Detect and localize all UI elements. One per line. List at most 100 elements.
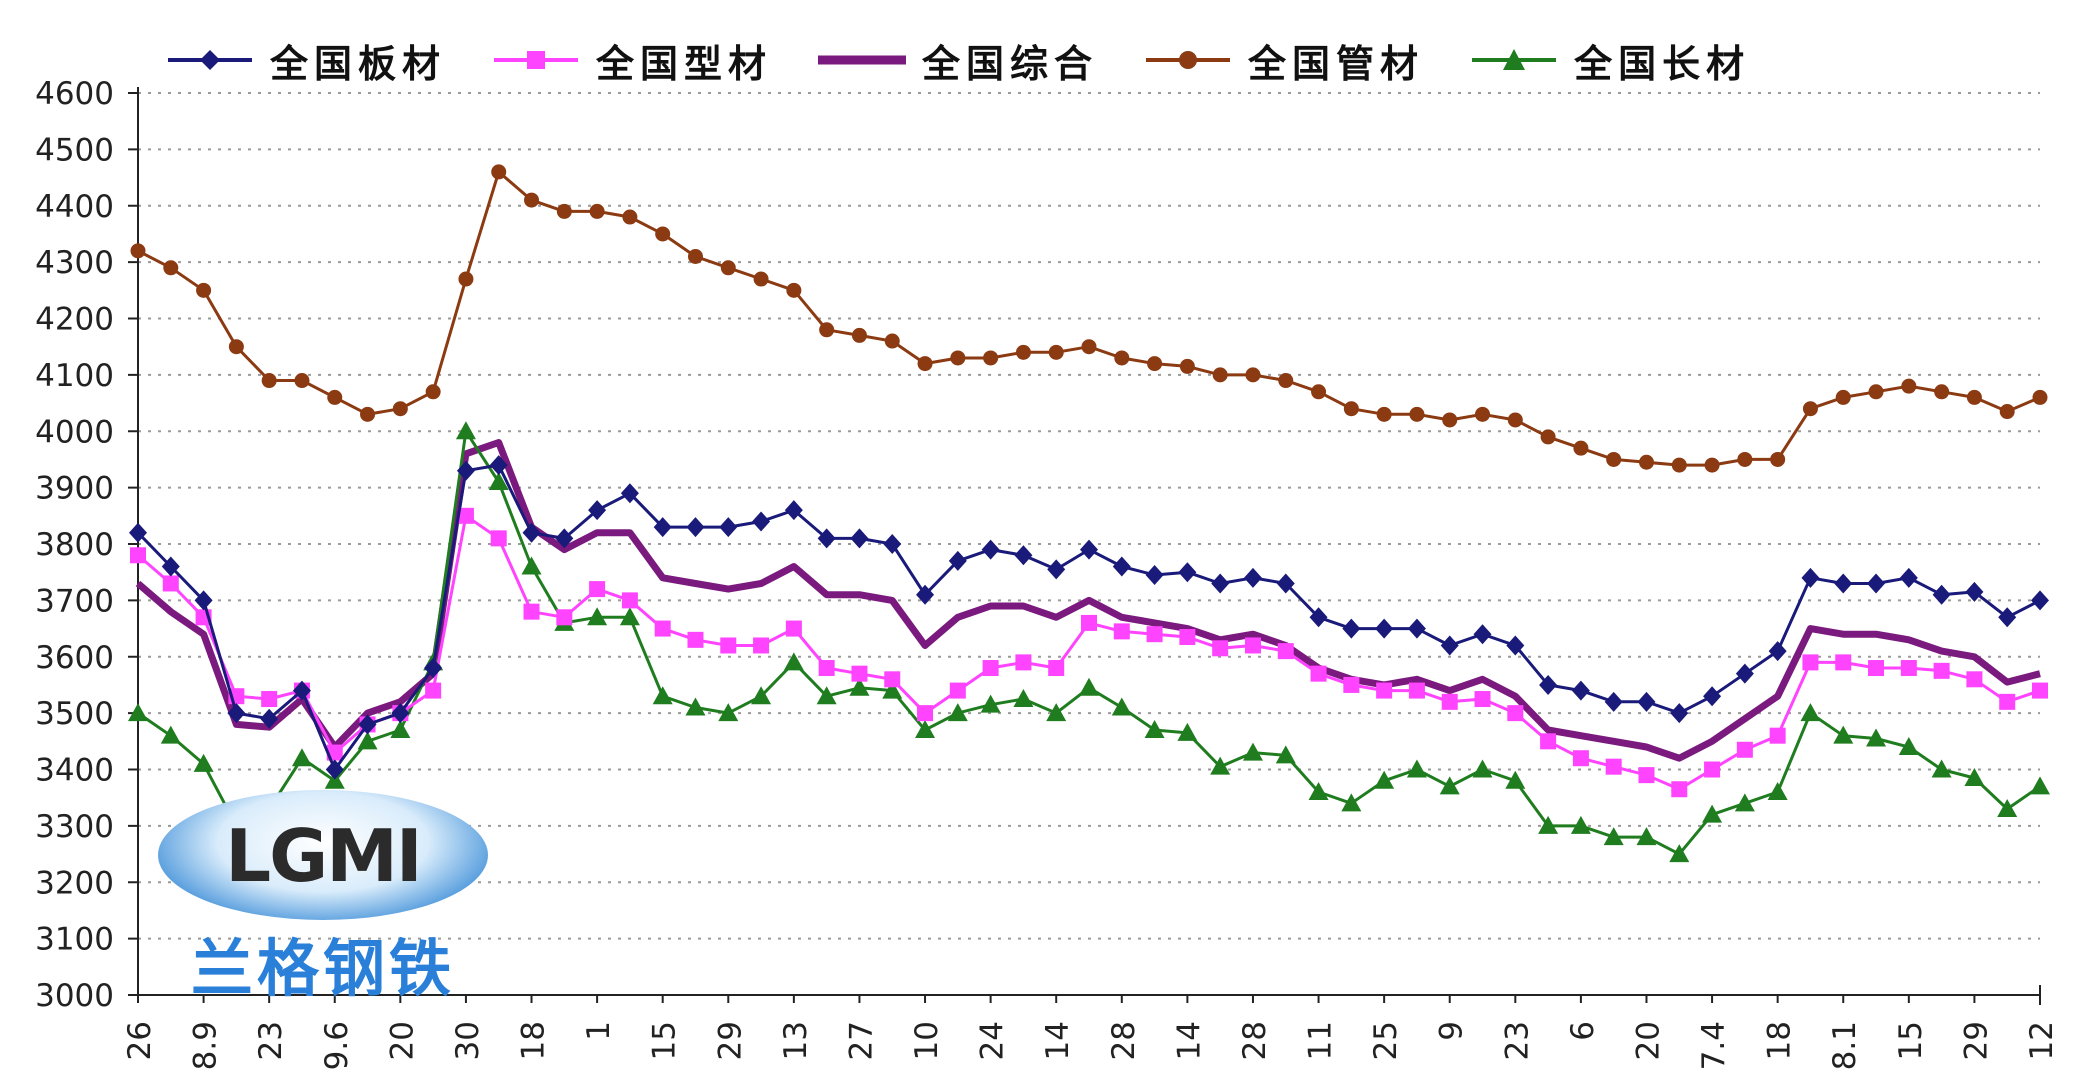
data-point (621, 592, 638, 609)
data-point (751, 686, 772, 705)
data-point (458, 271, 474, 287)
data-point (1179, 358, 1195, 374)
lgmi-logo: LGMI 兰格钢铁 (158, 790, 488, 1005)
data-point (915, 720, 936, 739)
data-point (491, 164, 507, 180)
logo-text: LGMI (225, 814, 422, 898)
legend-marker-diamond-icon (168, 50, 252, 70)
data-point (1474, 691, 1491, 708)
data-point (1571, 680, 1590, 701)
data-point (1048, 344, 1064, 360)
data-point (619, 607, 640, 626)
data-point (1113, 623, 1130, 640)
legend-item-section: 全国型材 (486, 33, 772, 88)
data-point (425, 682, 442, 699)
data-point (1046, 703, 1067, 722)
data-point (1310, 665, 1327, 682)
data-point (1475, 406, 1491, 422)
data-point (1734, 793, 1755, 812)
data-point (1767, 782, 1788, 801)
data-point (455, 421, 476, 440)
data-point (261, 691, 278, 708)
data-point (1145, 565, 1164, 586)
legend-label: 全国型材 (596, 41, 773, 86)
x-tick-label: 29 (712, 1021, 748, 1060)
data-point (1147, 356, 1163, 372)
data-point (1801, 567, 1820, 588)
data-point (1179, 629, 1196, 646)
data-point (1606, 451, 1622, 467)
data-point (785, 620, 802, 637)
data-point (424, 658, 443, 679)
data-point (818, 660, 835, 677)
data-point (655, 226, 671, 242)
data-point (1835, 389, 1851, 405)
data-point (1573, 440, 1589, 456)
data-point (589, 203, 605, 219)
data-point (1376, 682, 1393, 699)
data-point (1604, 691, 1623, 712)
data-point (1997, 798, 2018, 817)
data-point (294, 373, 310, 389)
data-point (1440, 635, 1459, 656)
data-point (981, 539, 1000, 560)
data-point (1669, 844, 1690, 863)
data-point (1800, 703, 1821, 722)
data-point (947, 703, 968, 722)
y-tick-label: 3500 (35, 696, 114, 732)
y-tick-label: 4500 (35, 132, 114, 168)
data-point (1638, 767, 1655, 784)
data-point (1934, 384, 1950, 400)
x-tick-label: 18 (516, 1021, 552, 1060)
data-point (1112, 556, 1131, 577)
data-point (1540, 429, 1556, 445)
data-point (2030, 776, 2050, 795)
data-point (949, 682, 966, 699)
data-point (1735, 663, 1754, 684)
data-point (1211, 573, 1230, 594)
data-point (1048, 660, 1065, 677)
data-point (884, 671, 901, 688)
data-point (490, 530, 507, 547)
data-point (1409, 406, 1425, 422)
data-point (1570, 815, 1591, 834)
data-point (1507, 705, 1524, 722)
data-point (719, 517, 738, 538)
data-point (227, 703, 246, 724)
data-point (1899, 567, 1918, 588)
x-tick-label: 23 (253, 1021, 289, 1060)
data-point (1342, 618, 1361, 639)
data-point (1442, 412, 1458, 428)
data-point (488, 471, 509, 490)
legend-marker-circle-icon (1146, 51, 1231, 69)
y-tick-label: 3700 (35, 583, 114, 619)
data-point (687, 631, 704, 648)
y-tick-label: 3900 (35, 471, 114, 507)
x-tick-label: 28 (1237, 1021, 1273, 1060)
data-point (1406, 759, 1427, 778)
data-point (457, 507, 474, 524)
data-point (1671, 781, 1688, 798)
data-point (1835, 654, 1852, 671)
data-point (524, 192, 540, 208)
data-point (588, 500, 607, 521)
x-tick-label: 13 (778, 1021, 814, 1060)
x-tick-label: 7.4 (1696, 1021, 1732, 1070)
data-point (982, 660, 999, 677)
x-tick-label: 9 (1434, 1021, 1470, 1041)
legend-item-composite: 全国综合 (812, 33, 1098, 88)
data-point (1015, 654, 1032, 671)
legend-marker-triangle-icon (1472, 49, 1557, 70)
data-point (917, 356, 933, 372)
data-point (620, 483, 639, 504)
x-tick-label: 20 (384, 1021, 420, 1060)
legend-label: 全国板材 (270, 41, 447, 86)
data-point (589, 581, 606, 598)
data-point (390, 720, 411, 739)
data-point (917, 705, 934, 722)
data-point (786, 282, 802, 298)
data-point (1964, 767, 1985, 786)
legend-marker-line-icon (818, 55, 907, 65)
data-point (1901, 378, 1917, 394)
